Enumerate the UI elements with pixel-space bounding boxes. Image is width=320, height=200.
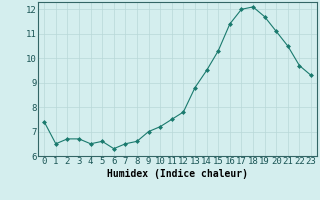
X-axis label: Humidex (Indice chaleur): Humidex (Indice chaleur) (107, 169, 248, 179)
